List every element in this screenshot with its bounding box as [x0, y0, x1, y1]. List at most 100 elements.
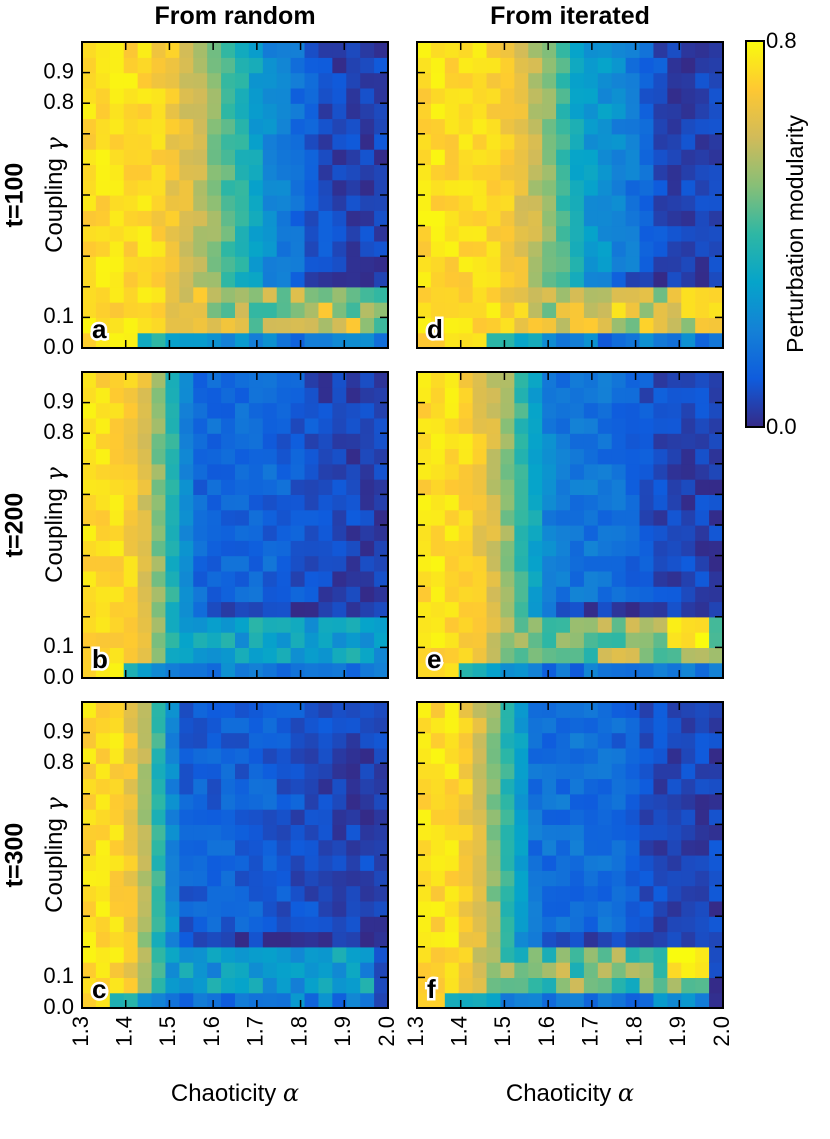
heatmap-cell	[570, 900, 585, 917]
heatmap-cell	[290, 179, 306, 196]
heatmap-cell	[123, 601, 139, 618]
heatmap-cell	[667, 778, 682, 795]
heatmap-cell	[374, 702, 389, 718]
heatmap-cell	[235, 179, 250, 196]
heatmap-cell	[179, 133, 194, 150]
heatmap-cell	[611, 87, 627, 104]
heatmap-cell	[653, 271, 668, 288]
heatmap-cell	[556, 778, 571, 795]
heatmap-cell	[444, 855, 460, 871]
heatmap-cell	[193, 778, 208, 795]
heatmap-cell	[542, 179, 557, 196]
heatmap-cell	[500, 479, 515, 495]
heatmap-cell	[95, 332, 111, 349]
heatmap-cell	[556, 525, 571, 541]
heatmap-cell	[458, 87, 474, 104]
heatmap-cell	[709, 763, 724, 780]
heatmap-cell	[583, 57, 599, 74]
heatmap-cell	[207, 225, 222, 242]
heatmap-cell	[290, 732, 306, 749]
heatmap-cell	[137, 962, 153, 978]
heatmap-cell	[417, 870, 432, 887]
heatmap-cell	[123, 809, 139, 825]
heatmap-cell	[430, 256, 446, 273]
heatmap-cell	[556, 225, 571, 242]
heatmap-cell	[276, 72, 292, 89]
heatmap-cell	[542, 962, 557, 978]
heatmap-cell	[570, 616, 585, 633]
heatmap-cell	[681, 87, 696, 104]
heatmap-cell	[709, 195, 724, 211]
heatmap-cell	[500, 42, 515, 58]
heatmap-cell	[597, 332, 613, 349]
heatmap-cell	[597, 372, 613, 388]
heatmap-cell	[430, 717, 446, 734]
heatmap-cell	[611, 256, 627, 273]
heatmap-cell	[458, 195, 474, 211]
heatmap-cell	[360, 256, 375, 273]
heatmap-cell	[444, 900, 460, 917]
heatmap-cell	[597, 195, 613, 211]
heatmap-cell	[109, 662, 125, 679]
heatmap-cell	[304, 900, 320, 917]
heatmap-cell	[137, 977, 153, 994]
heatmap-cell	[346, 72, 361, 89]
heatmap-cell	[248, 732, 264, 749]
heatmap-cell	[556, 149, 571, 165]
heatmap-cell	[207, 42, 222, 58]
heatmap-cell	[95, 824, 111, 841]
heatmap-cell	[207, 555, 222, 572]
heatmap-cell	[472, 286, 488, 303]
heatmap-cell	[221, 900, 236, 917]
heatmap-cell	[556, 164, 571, 181]
column-title-iterated: From iterated	[490, 2, 650, 30]
heatmap-cell	[611, 302, 627, 318]
heatmap-cell	[444, 525, 460, 541]
heatmap-cell	[137, 118, 153, 135]
heatmap-cell	[262, 271, 278, 288]
heatmap-cell	[123, 87, 139, 104]
heatmap-cell	[262, 479, 278, 495]
heatmap-cell	[318, 42, 333, 58]
heatmap-cell	[597, 647, 613, 664]
heatmap-cell	[151, 662, 167, 679]
heatmap-cell	[374, 57, 389, 74]
x-tick-label: 1.3	[403, 1016, 428, 1047]
heatmap-cell	[374, 885, 389, 902]
heatmap-cell	[597, 778, 613, 795]
heatmap-cell	[262, 195, 278, 211]
heatmap-cell	[709, 540, 724, 557]
heatmap-cell	[179, 885, 194, 902]
heatmap-cell	[611, 103, 627, 120]
heatmap-cell	[500, 839, 515, 856]
heatmap-cell	[82, 839, 97, 856]
heatmap-cell	[109, 870, 125, 887]
heatmap-cell	[570, 747, 585, 764]
heatmap-cell	[472, 763, 488, 780]
panel-a: 0.90.80.10.0a	[43, 41, 389, 359]
heatmap-cell	[193, 479, 208, 495]
heatmap-cell	[318, 855, 333, 871]
panel-f: 1.3 1.4 1.5 1.6 1.7 1.8 1.9 2.0f	[403, 701, 734, 1047]
heatmap-cell	[639, 402, 655, 419]
heatmap-cell	[500, 717, 515, 734]
heatmap-cell	[597, 885, 613, 902]
heatmap-cell	[290, 946, 306, 963]
heatmap-cell	[472, 42, 488, 58]
heatmap-cell	[528, 448, 543, 465]
heatmap-cell	[318, 747, 333, 764]
heatmap-cell	[570, 332, 585, 349]
heatmap-cell	[332, 525, 347, 541]
heatmap-cell	[360, 992, 375, 1009]
heatmap-cell	[262, 809, 278, 825]
heatmap-cell	[235, 555, 250, 572]
heatmap-cell	[374, 402, 389, 419]
heatmap-cell	[681, 632, 696, 648]
heatmap-cell	[179, 317, 194, 334]
heatmap-cell	[193, 702, 208, 718]
heatmap-cell	[165, 946, 180, 963]
heatmap-cell	[611, 717, 627, 734]
heatmap-cell	[235, 433, 250, 450]
heatmap-cell	[95, 195, 111, 211]
heatmap-cell	[332, 302, 347, 318]
